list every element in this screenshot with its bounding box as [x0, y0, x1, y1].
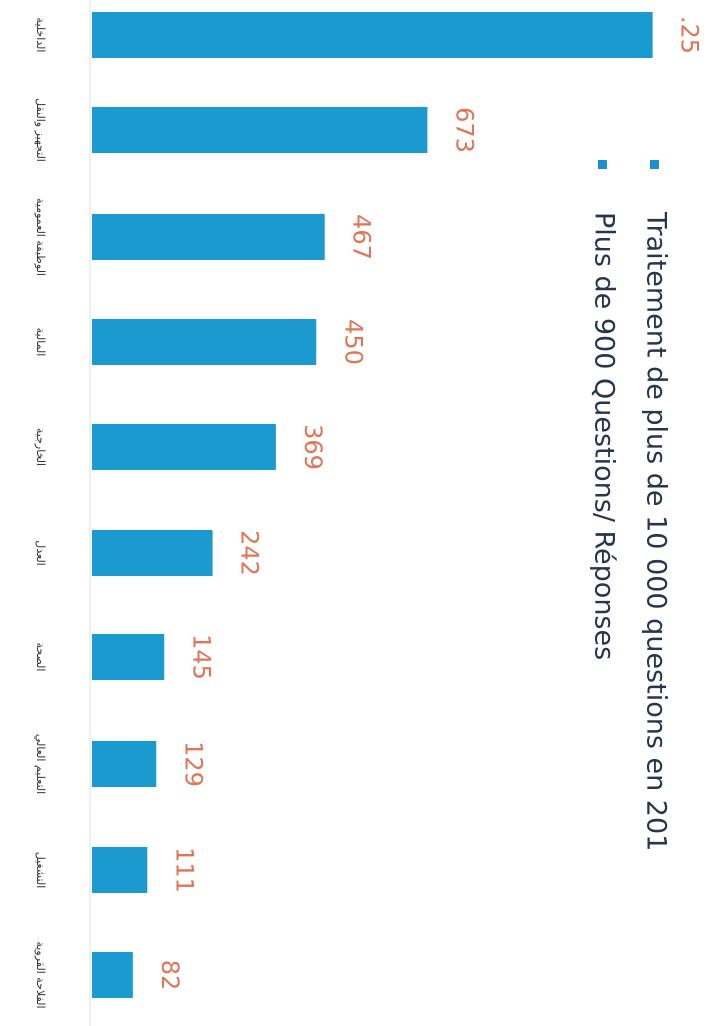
bar — [92, 214, 325, 260]
value-label: 673 — [450, 107, 478, 153]
bullet-text: Traitement de plus de 10 000 questions e… — [641, 211, 672, 851]
bullet-text: Plus de 900 Questions/ Réponses — [589, 212, 620, 660]
bar — [92, 847, 148, 893]
category-label: الفلاحة القروية — [34, 941, 47, 1008]
category-label: التشغيل — [34, 852, 47, 889]
category-label: المالية — [34, 328, 47, 357]
bar — [92, 634, 165, 680]
bullet-marker — [650, 160, 659, 169]
value-label: 82 — [156, 960, 184, 991]
bar — [92, 530, 213, 576]
category-label: التعليم العالي — [34, 734, 47, 794]
category-label: التجهيز والنقل — [34, 98, 47, 162]
category-label: الوظيفة العمومية — [34, 198, 47, 276]
category-label: الخارجية — [34, 428, 47, 466]
bar — [92, 741, 157, 787]
value-label: 111 — [170, 847, 198, 893]
value-label: 450 — [339, 319, 367, 365]
value-label: 467 — [348, 214, 376, 260]
bullet-marker — [598, 160, 607, 169]
value-label: 242 — [236, 530, 264, 576]
category-label: العدل — [34, 540, 47, 565]
bar — [92, 107, 428, 153]
value-label: 369 — [299, 424, 327, 470]
value-label: .25 — [676, 16, 704, 54]
category-label: الداخلية — [34, 18, 47, 53]
category-label: الصحة — [34, 643, 47, 672]
bar — [92, 319, 317, 365]
bar — [92, 12, 653, 58]
bar — [92, 952, 133, 998]
value-label: 129 — [179, 741, 207, 787]
bar — [92, 424, 276, 470]
value-label: 145 — [187, 634, 215, 680]
